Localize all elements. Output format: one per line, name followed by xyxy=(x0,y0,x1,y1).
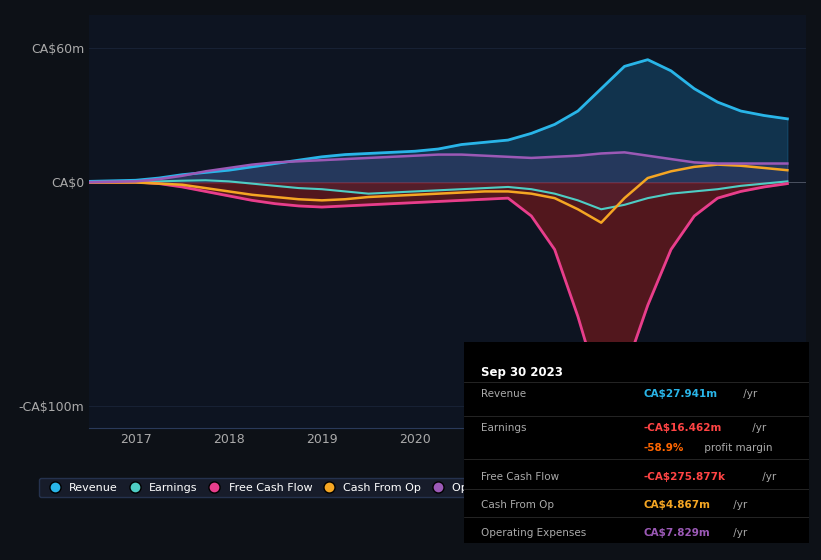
Text: Operating Expenses: Operating Expenses xyxy=(481,528,586,538)
Text: /yr: /yr xyxy=(740,389,757,399)
Text: /yr: /yr xyxy=(750,423,767,433)
Text: Cash From Op: Cash From Op xyxy=(481,500,554,510)
Text: /yr: /yr xyxy=(730,500,747,510)
Legend: Revenue, Earnings, Free Cash Flow, Cash From Op, Operating Expenses: Revenue, Earnings, Free Cash Flow, Cash … xyxy=(39,478,569,497)
Text: CA$4.867m: CA$4.867m xyxy=(643,500,710,510)
Text: profit margin: profit margin xyxy=(701,444,773,454)
Text: -58.9%: -58.9% xyxy=(643,444,684,454)
Text: CA$27.941m: CA$27.941m xyxy=(643,389,718,399)
Text: -CA$16.462m: -CA$16.462m xyxy=(643,423,722,433)
Text: Free Cash Flow: Free Cash Flow xyxy=(481,472,559,482)
Text: -CA$275.877k: -CA$275.877k xyxy=(643,472,725,482)
Text: /yr: /yr xyxy=(730,528,747,538)
Text: Revenue: Revenue xyxy=(481,389,526,399)
Text: Sep 30 2023: Sep 30 2023 xyxy=(481,366,563,379)
Text: /yr: /yr xyxy=(759,472,777,482)
Text: CA$7.829m: CA$7.829m xyxy=(643,528,710,538)
Text: Earnings: Earnings xyxy=(481,423,526,433)
